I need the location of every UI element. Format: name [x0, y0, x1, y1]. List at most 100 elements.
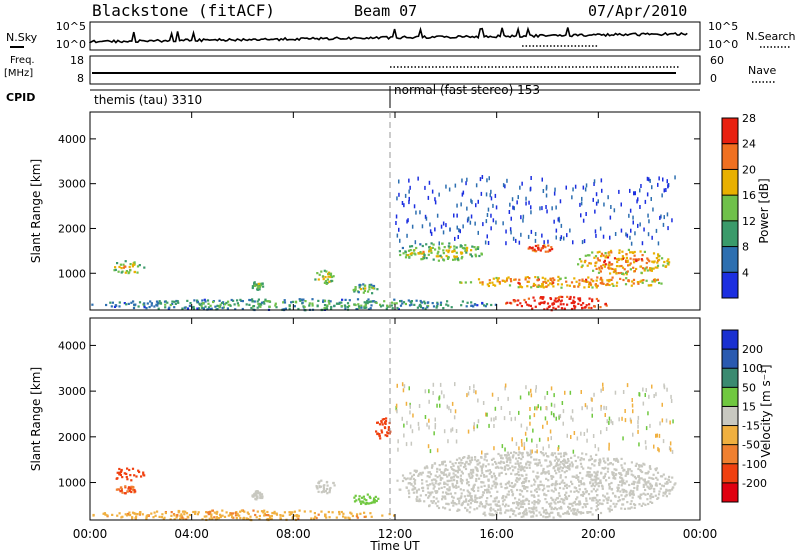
- velocity-echo-cell: [127, 486, 131, 489]
- power-echo-cell: [402, 301, 406, 304]
- power-echo-cell: [369, 300, 372, 303]
- power-echo-cell: [473, 246, 476, 249]
- power-sparse-echo: [602, 234, 605, 239]
- power-echo-cell: [578, 283, 581, 286]
- velocity-echo-cell: [215, 515, 218, 519]
- velocity-echo-cell: [548, 515, 551, 518]
- power-sparse-echo: [481, 175, 484, 179]
- power-echo-cell: [588, 281, 591, 284]
- power-echo-cell: [447, 245, 450, 248]
- power-sparse-echo: [554, 187, 556, 192]
- power-sparse-echo: [571, 195, 573, 200]
- power-sparse-echo: [580, 201, 583, 206]
- power-echo-cell: [492, 277, 495, 280]
- power-echo-cell: [556, 300, 559, 303]
- velocity-echo-cell: [578, 484, 581, 487]
- power-echo-cell: [666, 262, 669, 265]
- velocity-echo-cell: [457, 485, 460, 488]
- power-echo-cell: [440, 256, 443, 259]
- power-sparse-echo: [555, 235, 557, 240]
- power-echo-cell: [428, 250, 431, 253]
- velocity-echo-cell: [258, 514, 261, 518]
- nsearch-tick-bottom: 10^0: [708, 38, 738, 51]
- power-echo-cell: [198, 303, 202, 306]
- power-echo-cell: [298, 298, 301, 301]
- velocity-echo-cell: [446, 468, 449, 471]
- velocity-echo-cell: [448, 479, 451, 482]
- power-echo-cell: [483, 304, 486, 307]
- power-echo-cell: [218, 299, 221, 302]
- power-echo-cell: [606, 283, 609, 286]
- power-sparse-echo: [581, 196, 583, 201]
- velocity-echo-cell: [620, 464, 623, 467]
- velocity-echo-cell: [533, 507, 536, 510]
- power-sparse-echo: [583, 239, 586, 244]
- velocity-echo-cell: [558, 482, 561, 485]
- power-echo-cell: [311, 298, 314, 301]
- velocity-echo-cell: [480, 467, 483, 470]
- velocity-echo-cell: [615, 457, 618, 460]
- velocity-echo-cell: [613, 477, 616, 480]
- velocity-echo-cell: [462, 500, 465, 503]
- power-sparse-echo: [518, 240, 521, 245]
- velocity-echo-cell: [448, 508, 451, 511]
- velocity-echo-cell: [621, 477, 624, 480]
- power-echo-cell: [646, 269, 649, 272]
- power-echo-cell: [385, 307, 388, 310]
- velocity-echo-cell: [487, 490, 490, 493]
- velocity-sparse-echo: [450, 428, 452, 433]
- velocity-echo-cell: [234, 514, 238, 517]
- power-sparse-echo: [475, 183, 478, 188]
- power-echo-cell: [577, 285, 580, 288]
- power-echo-cell: [453, 255, 456, 258]
- power-echo-cell: [618, 251, 621, 254]
- velocity-echo-cell: [533, 483, 536, 486]
- velocity-echo-cell: [630, 506, 633, 509]
- velocity-echo-cell: [358, 495, 361, 498]
- velocity-echo-cell: [454, 492, 457, 495]
- velocity-sparse-echo: [591, 397, 593, 402]
- power-sparse-echo: [477, 230, 479, 235]
- power-echo-cell: [430, 242, 433, 245]
- power-echo-cell: [225, 301, 228, 305]
- power-echo-cell: [578, 282, 581, 285]
- power-echo-cell: [656, 266, 659, 269]
- velocity-echo-cell: [494, 466, 497, 469]
- velocity-echo-cell: [590, 485, 593, 488]
- velocity-sparse-echo: [603, 405, 605, 410]
- velocity-echo-cell: [480, 485, 483, 488]
- velocity-echo-cell: [620, 494, 623, 497]
- velocity-echo-cell: [500, 466, 503, 469]
- velocity-echo-cell: [637, 480, 640, 483]
- power-echo-cell: [568, 297, 571, 300]
- velocity-echo-cell: [152, 516, 155, 519]
- power-sparse-echo: [419, 210, 421, 215]
- power-echo-cell: [421, 257, 424, 261]
- power-echo-cell: [627, 248, 630, 251]
- velocity-echo-cell: [118, 512, 121, 515]
- velocity-echo-cell: [385, 417, 388, 420]
- power-sparse-echo: [559, 237, 562, 241]
- colorbar-swatch: [722, 425, 738, 446]
- power-sparse-echo: [401, 201, 404, 205]
- power-sparse-echo: [431, 189, 434, 194]
- power-echo-cell: [395, 302, 398, 305]
- velocity-echo-cell: [452, 472, 455, 475]
- power-echo-cell: [537, 247, 540, 250]
- power-echo-cell: [591, 286, 594, 289]
- power-echo-cell: [537, 244, 540, 247]
- power-echo-cell: [367, 298, 370, 301]
- power-sparse-echo: [630, 241, 633, 246]
- power-sparse-echo: [555, 228, 558, 233]
- velocity-sparse-echo: [409, 404, 411, 409]
- velocity-echo-cell: [562, 459, 565, 463]
- velocity-sparse-echo: [542, 424, 544, 429]
- velocity-sparse-echo: [501, 444, 504, 449]
- power-echo-cell: [557, 279, 560, 282]
- velocity-sparse-echo: [424, 415, 427, 419]
- power-sparse-echo: [629, 188, 631, 193]
- velocity-sparse-echo: [450, 408, 452, 413]
- velocity-echo-cell: [606, 470, 609, 473]
- velocity-echo-cell: [414, 479, 417, 482]
